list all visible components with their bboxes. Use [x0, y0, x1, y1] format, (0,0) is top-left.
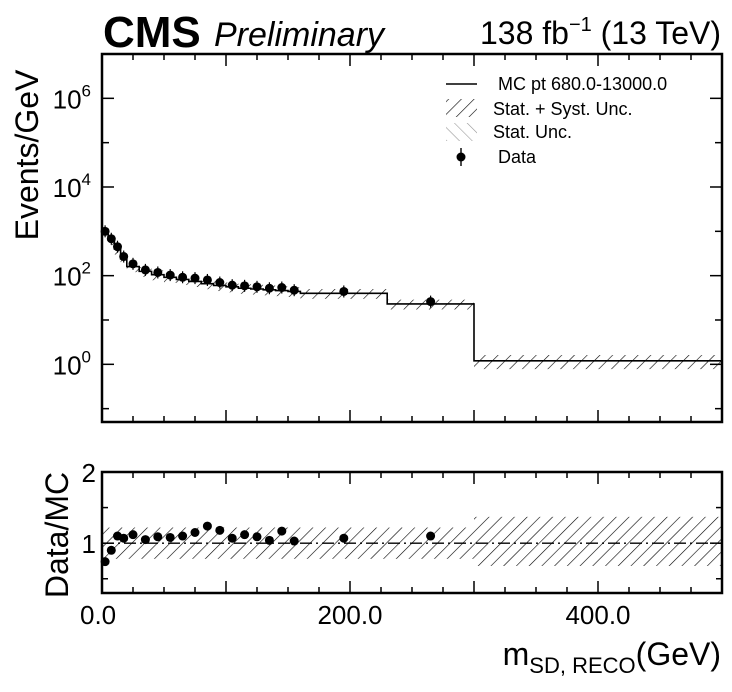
legend-data-marker — [456, 152, 466, 162]
main-y-tick-label: 106 — [53, 81, 91, 114]
x-tick-label: 200.0 — [317, 600, 382, 630]
legend-data-label: Data — [498, 147, 537, 167]
data-point — [264, 283, 274, 293]
ratio-point — [277, 526, 287, 536]
x-tick-label: 0.0 — [80, 600, 116, 630]
ratio-point — [119, 533, 129, 543]
legend-stat-label: Stat. Unc. — [493, 122, 572, 142]
data-point — [339, 286, 349, 296]
legend-stat-swatch — [446, 123, 477, 141]
mc-histogram-line — [102, 230, 722, 362]
data-point — [215, 278, 225, 288]
ratio-panel: 1 2 0.0 200.0 400.0 Data/MC mSD, RECO(GeV) — [39, 458, 724, 678]
data-point — [202, 275, 212, 285]
data-point — [113, 242, 122, 252]
data-point — [119, 252, 129, 262]
ratio-point — [227, 533, 237, 543]
ratio-point — [202, 521, 212, 531]
data-point — [227, 280, 237, 290]
main-frame — [100, 52, 724, 424]
ratio-point — [140, 535, 150, 545]
data-point — [252, 282, 262, 292]
ratio-point — [215, 525, 225, 535]
data-point — [128, 259, 138, 269]
legend-mc-label: MC pt 680.0-13000.0 — [498, 74, 667, 94]
data-point — [289, 285, 299, 295]
legend-stat-syst-label: Stat. + Syst. Unc. — [493, 99, 633, 119]
data-point — [426, 297, 436, 307]
ratio-frame — [100, 470, 724, 595]
data-point — [190, 273, 200, 283]
ratio-point — [178, 531, 188, 541]
ratio-y-tick-label: 2 — [82, 458, 96, 488]
data-point — [153, 267, 163, 277]
ratio-point — [264, 535, 274, 545]
ratio-point — [252, 532, 262, 542]
ratio-point — [153, 532, 163, 542]
data-point — [106, 234, 116, 244]
data-point — [178, 272, 188, 282]
ratio-y-tick-label: 1 — [82, 529, 96, 559]
legend-stat-syst-swatch — [446, 99, 477, 117]
x-tick-label: 400.0 — [565, 600, 630, 630]
main-panel: 100 102 104 106 Events/GeV — [9, 52, 724, 424]
ratio-point — [106, 545, 116, 555]
ratio-point — [289, 536, 299, 546]
preliminary-label: Preliminary — [214, 16, 386, 54]
cms-label: CMS — [103, 8, 201, 57]
ratio-point — [339, 533, 349, 543]
main-y-tick-label: 102 — [53, 259, 91, 292]
ratio-point — [128, 530, 138, 540]
main-y-tick-label: 100 — [53, 347, 91, 380]
data-point — [240, 281, 250, 291]
legend: MC pt 680.0-13000.0 Stat. + Syst. Unc. S… — [446, 74, 667, 167]
ratio-point — [190, 528, 200, 537]
ratio-point — [165, 532, 175, 542]
mc-uncertainty-band — [474, 355, 722, 370]
data-point — [277, 283, 287, 293]
ratio-point — [426, 531, 436, 541]
main-y-tick-label: 104 — [53, 170, 91, 203]
luminosity-label: 138 fb−1 (13 TeV) — [480, 14, 721, 51]
ratio-ylabel: Data/MC — [39, 472, 75, 598]
main-ylabel: Events/GeV — [9, 69, 45, 240]
data-point — [165, 270, 175, 280]
x-axis-title: mSD, RECO(GeV) — [503, 636, 721, 678]
ratio-point — [240, 530, 250, 540]
ratio-unc-band-last — [474, 516, 722, 566]
data-point — [140, 265, 150, 275]
